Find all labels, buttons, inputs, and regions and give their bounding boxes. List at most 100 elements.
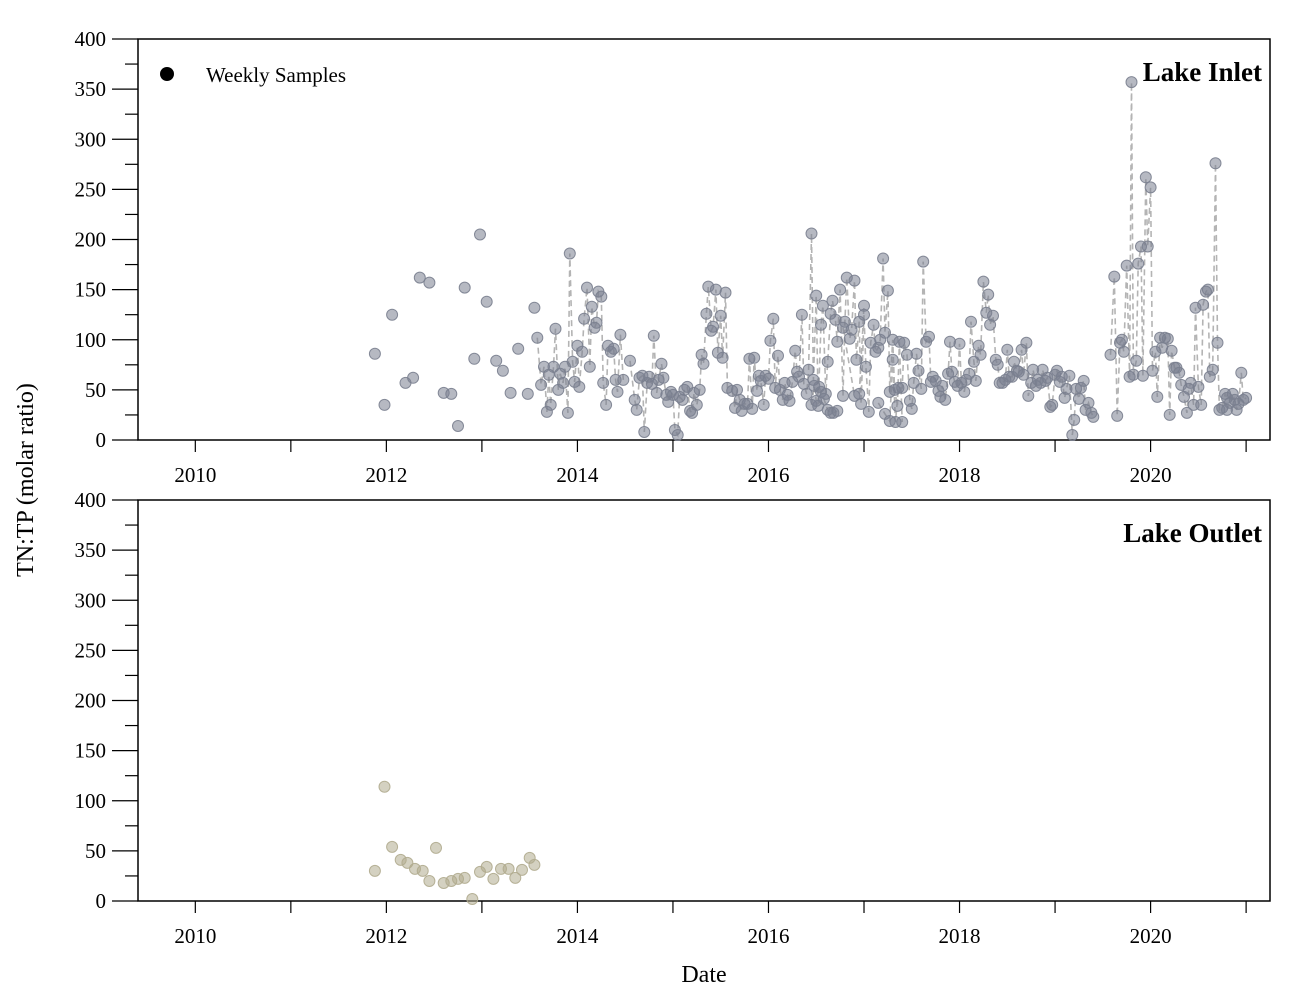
data-point [558,377,569,388]
data-point [459,872,470,883]
data-point [784,395,795,406]
data-point [651,387,662,398]
data-point [424,277,435,288]
data-point [648,330,659,341]
data-point [1198,299,1209,310]
panel-title: Lake Inlet [1143,57,1262,87]
data-point [911,348,922,359]
data-point [431,842,442,853]
data-point [1078,375,1089,386]
data-point [818,393,829,404]
data-point [811,290,822,301]
x-tick-label: 2018 [939,924,981,948]
data-point [790,345,801,356]
data-point [849,275,860,286]
data-point [765,335,776,346]
data-point [1133,258,1144,269]
data-point [835,284,846,295]
data-point [749,352,760,363]
data-point [868,319,879,330]
data-point [536,379,547,390]
data-point [732,384,743,395]
y-axis-title: TN:TP (molar ratio) [13,383,39,577]
data-point [1236,367,1247,378]
data-point [1112,410,1123,421]
data-point [859,300,870,311]
data-point [598,377,609,388]
data-point [584,361,595,372]
plot-frame [138,500,1270,901]
plot-frame [138,39,1270,440]
data-point [379,781,390,792]
data-point [916,383,927,394]
data-point [1126,77,1137,88]
data-point [1064,370,1075,381]
data-point [897,382,908,393]
data-point [946,366,957,377]
data-point [940,394,951,405]
data-point [475,229,486,240]
series-line [630,287,727,435]
data-point [1164,409,1175,420]
data-point [1105,349,1116,360]
data-point [629,394,640,405]
data-point [1152,391,1163,402]
data-point [1131,355,1142,366]
data-point [975,349,986,360]
legend: Weekly Samples [160,63,346,87]
data-point [715,310,726,321]
data-point [1207,364,1218,375]
data-point [924,331,935,342]
data-point [851,354,862,365]
data-point [459,282,470,293]
data-point [860,361,871,372]
data-point [601,399,612,410]
data-point [1109,271,1120,282]
data-point [1210,158,1221,169]
data-point [816,319,827,330]
data-point [708,321,719,332]
data-point [596,291,607,302]
data-point [497,365,508,376]
data-point [773,350,784,361]
data-point [545,399,556,410]
panel-lake-inlet: 0 50 100 150 200 250 300 350 400 2010 2012 2014 2016… [75,27,1271,487]
x-tick-label: 2014 [556,924,599,948]
data-point [992,359,1003,370]
data-point [369,348,380,359]
data-point [562,407,573,418]
data-point [1147,365,1158,376]
data-point [1241,392,1252,403]
data-point [1174,367,1185,378]
data-point [488,873,499,884]
data-point [586,301,597,312]
x-tick-label: 2016 [747,924,789,948]
data-point [574,381,585,392]
data-point [1067,430,1078,441]
data-point [387,841,398,852]
x-tick-label: 2014 [556,463,599,487]
x-tick-label: 2012 [365,463,407,487]
x-tick-label: 2020 [1130,924,1172,948]
data-point [532,332,543,343]
data-point [892,400,903,411]
data-point [803,364,814,375]
data-point [417,865,428,876]
data-point [656,358,667,369]
data-point [1021,337,1032,348]
y-tick-label: 200 [75,689,107,713]
data-point [625,355,636,366]
data-point [1166,345,1177,356]
data-point [694,384,705,395]
x-tick-label: 2010 [174,924,216,948]
data-point [1142,241,1153,252]
data-point [1193,381,1204,392]
data-point [1088,411,1099,422]
x-tick-label: 2012 [365,924,407,948]
data-point [1069,414,1080,425]
data-point [618,374,629,385]
data-point [522,388,533,399]
y-tick-label: 100 [75,789,107,813]
data-point [988,310,999,321]
